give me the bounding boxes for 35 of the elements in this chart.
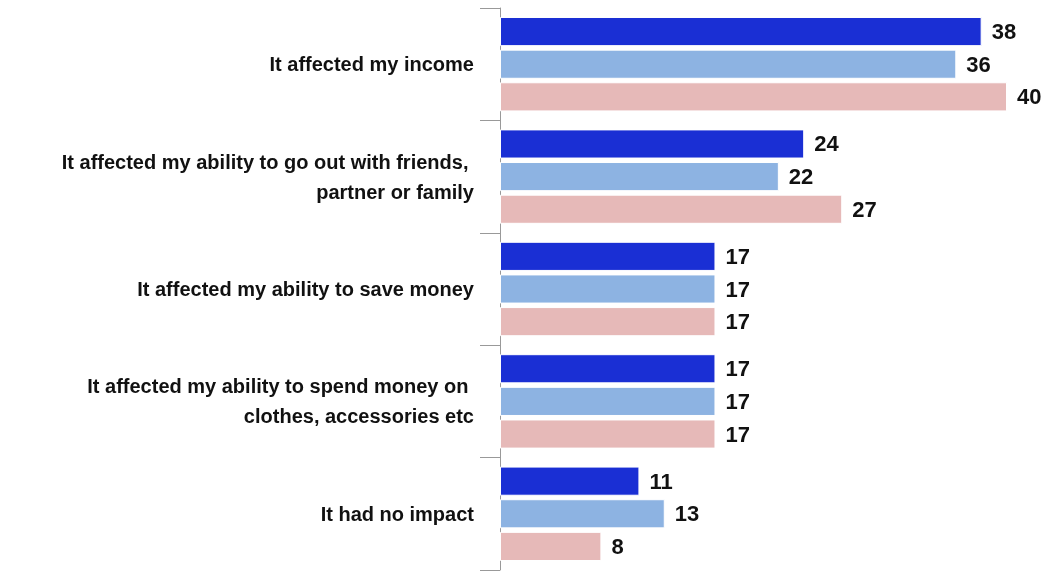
bar [500,129,805,159]
bar [500,354,716,384]
data-label: 11 [649,468,673,494]
bar [500,307,716,337]
bar [500,466,640,496]
bar [500,162,779,192]
y-tick-label: It affected my ability to save money [137,278,475,300]
y-tick-label: It affected my income [269,53,474,76]
data-label: 27 [852,196,877,222]
bar [500,386,716,416]
bar [500,499,665,529]
bar [500,274,716,304]
data-label: 22 [788,164,814,190]
bar [500,531,602,562]
data-label: 36 [966,51,991,77]
data-label: 13 [674,501,700,527]
data-label: 17 [725,421,750,447]
data-label: 17 [725,276,750,302]
data-label: 17 [725,388,750,414]
bar [500,16,982,47]
data-label: 40 [1017,84,1042,110]
data-label: 17 [725,309,750,335]
y-tick-label: It affected my ability to spend money on clothes, accessories etc [87,375,474,428]
data-label: 17 [725,356,750,382]
y-tick-label: It affected my ability to go out with friends, partner or family [61,150,475,203]
bar [500,419,716,449]
bar [500,194,843,224]
data-label: 38 [991,19,1017,45]
bar [500,49,957,79]
data-label: 8 [611,533,624,559]
data-label: 24 [814,131,840,157]
y-tick-label: It had no impact [320,502,475,525]
bar [500,241,716,271]
data-label: 17 [725,243,750,269]
bar [500,82,1007,112]
